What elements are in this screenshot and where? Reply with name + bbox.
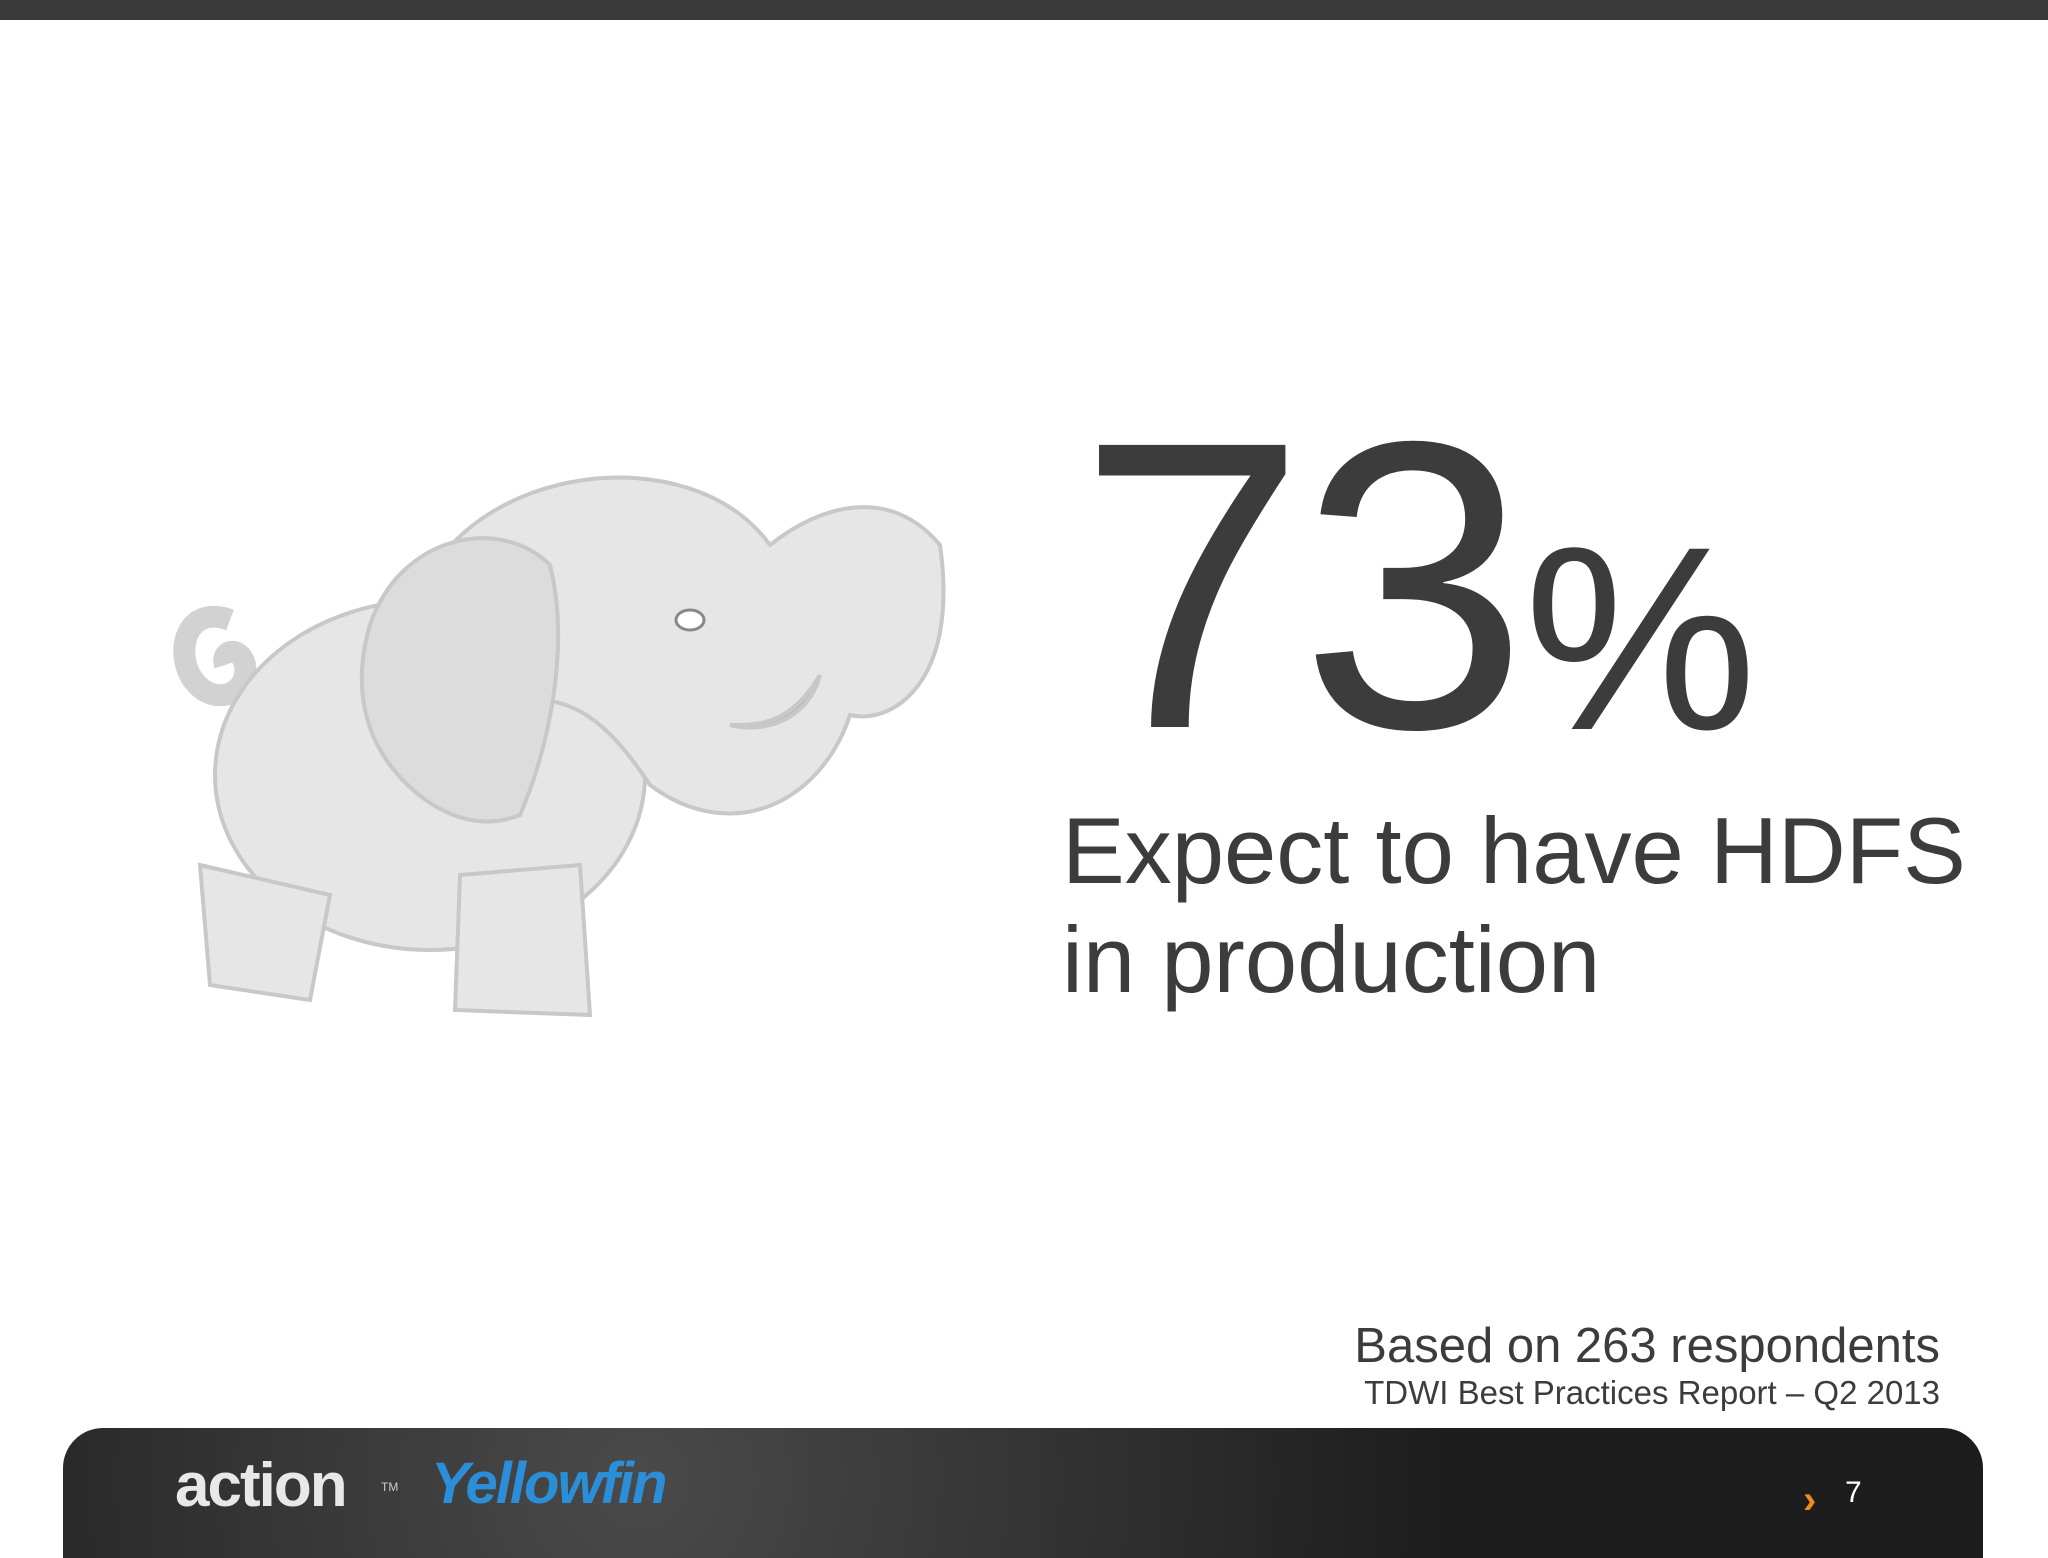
- stat-caption: in production: [1062, 907, 1601, 1012]
- page-number: 7: [1845, 1476, 1862, 1509]
- chevron-icon: ›: [1803, 1478, 1817, 1522]
- logo: action: [175, 1451, 348, 1520]
- source-report: TDWI Best Practices Report – Q2 2013: [1364, 1374, 1940, 1411]
- top-bar: [0, 0, 2048, 20]
- source-note: Based on 263 respondents: [1354, 1319, 1940, 1373]
- footer-bar: action TM Yellowfin › 7: [63, 1428, 1983, 1558]
- stat-number: 73: [1078, 356, 1528, 814]
- stat-unit: %: [1524, 492, 1757, 785]
- stat-caption: Expect to have HDFS: [1062, 798, 1966, 903]
- trademark: TM: [381, 1480, 399, 1494]
- logo: Yellowfin: [431, 1451, 667, 1516]
- elephant-illustration: [173, 475, 946, 1018]
